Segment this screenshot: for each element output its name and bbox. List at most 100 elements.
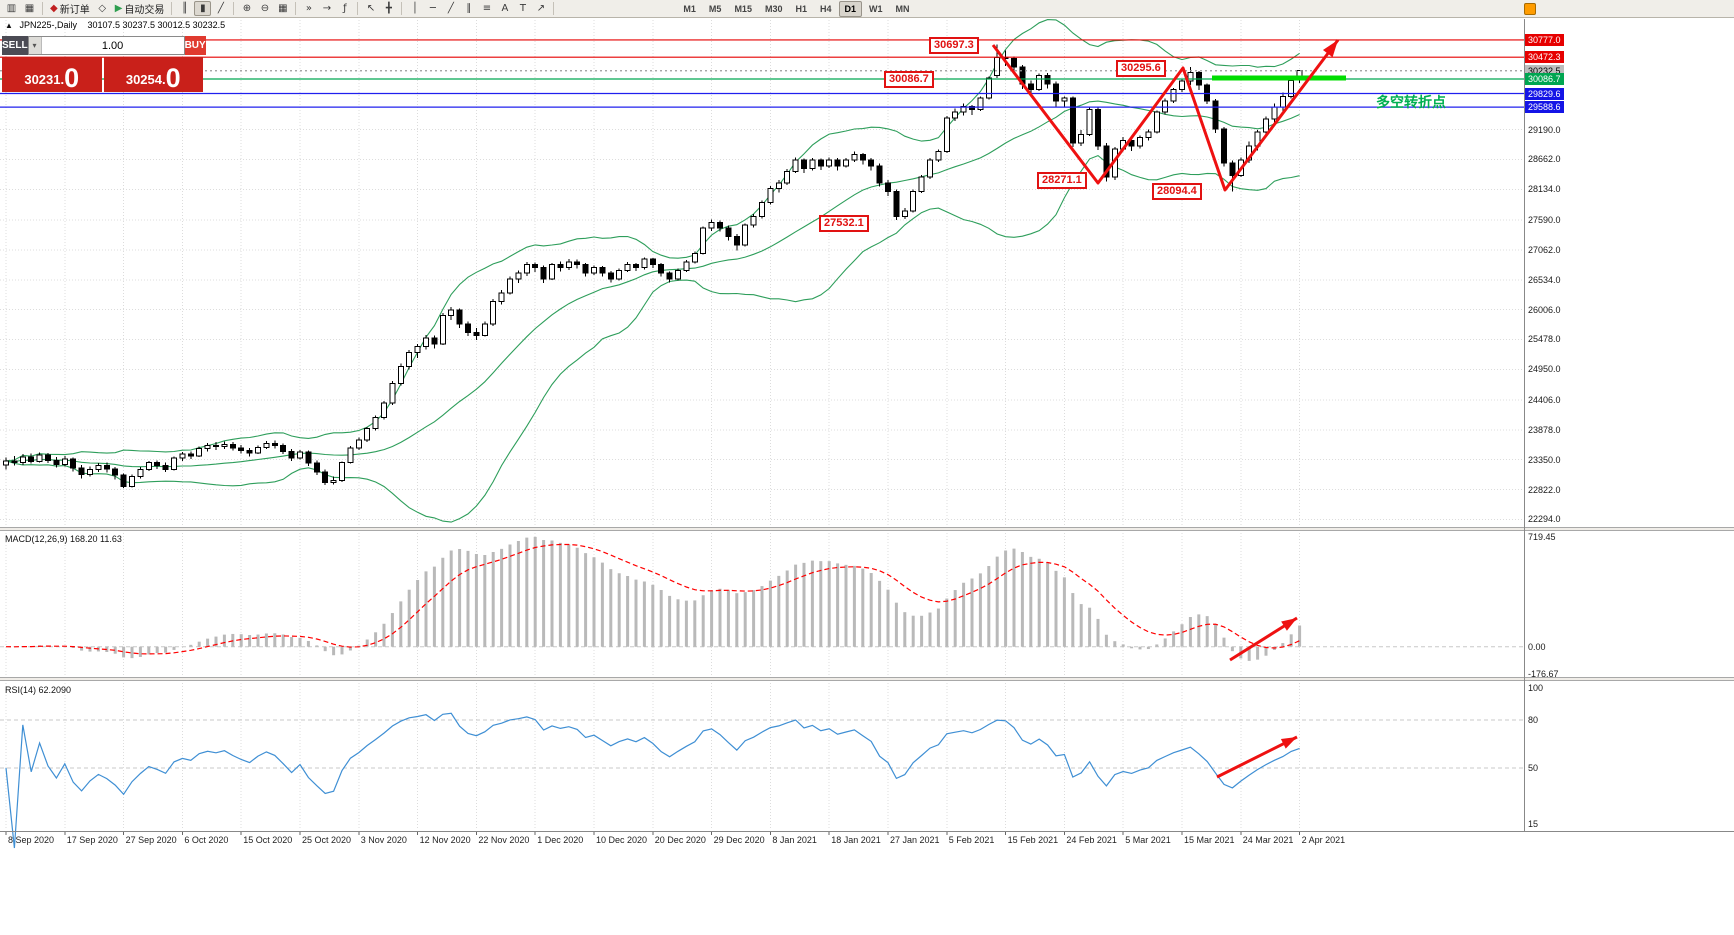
time-axis-label[interactable]: 24 Mar 2021 [1242,835,1294,845]
timeframe-mn-button[interactable]: MN [895,3,910,14]
timeframe-h1-button[interactable]: H1 [795,3,807,14]
buy-button[interactable]: BUY [184,36,206,55]
price-axis-badge[interactable]: 30472.3 [1525,51,1564,64]
price-axis-label[interactable]: 28134.0 [1528,184,1561,195]
time-axis-label[interactable]: 8 Jan 2021 [772,835,817,845]
cursor-button[interactable]: ↖ [362,1,379,16]
time-axis-label[interactable]: 27 Jan 2021 [890,835,940,845]
text-label-button[interactable]: T [514,1,531,16]
channel-button[interactable]: ∥ [460,1,477,16]
time-axis-label[interactable]: 17 Sep 2020 [66,835,118,845]
price-axis-label[interactable]: 25478.0 [1528,334,1561,345]
price-axis-label[interactable]: 29190.0 [1528,124,1561,135]
timeframe-m1-button[interactable]: M1 [683,3,696,14]
price-axis-label[interactable]: 22294.0 [1528,514,1561,525]
arrows-button[interactable]: ↗ [532,1,549,16]
new-order-button[interactable]: ◆ 新订单 [47,1,93,16]
zoom-out-button[interactable]: ⊖ [256,1,273,16]
fibonacci-button[interactable]: ≡ [478,1,495,16]
chart-shift-button[interactable]: → [318,1,335,16]
text-button[interactable]: A [496,1,513,16]
macd-axis-label[interactable]: 719.45 [1528,531,1556,542]
price-axis-badge[interactable]: 29588.6 [1525,101,1564,114]
vertical-line-button[interactable]: │ [406,1,423,16]
timeframe-m30-button[interactable]: M30 [764,3,783,14]
time-axis-label[interactable]: 20 Dec 2020 [654,835,706,845]
time-axis-label[interactable]: 29 Dec 2020 [713,835,765,845]
horizontal-line-button[interactable]: ─ [424,1,441,16]
trendline-button[interactable]: ╱ [442,1,459,16]
time-axis-label[interactable]: 8 Sep 2020 [8,835,55,845]
tile-windows-button[interactable]: ▦ [274,1,291,16]
trade-panel-toggle-icon[interactable]: ▲ [5,21,13,30]
new-chart-button[interactable]: ▥ [3,1,20,16]
price-annotation[interactable]: 30295.6 [1116,60,1166,77]
rsi-axis-label[interactable]: 80 [1528,715,1539,725]
price-axis-label[interactable]: 27590.0 [1528,215,1561,226]
macd-axis-label[interactable]: -176.67 [1528,668,1559,679]
price-axis-label[interactable]: 26534.0 [1528,274,1561,285]
timeframe-d1-button[interactable]: D1 [838,0,863,17]
rsi-axis-label[interactable]: 50 [1528,763,1539,773]
price-axis-label[interactable]: 24950.0 [1528,364,1561,375]
time-axis-label[interactable]: 15 Mar 2021 [1184,835,1235,845]
price-axis-label[interactable]: 28662.0 [1528,154,1561,165]
volume-input[interactable] [41,37,184,54]
price-axis-badge[interactable]: 29829.6 [1525,87,1564,100]
time-axis-label[interactable]: 10 Dec 2020 [596,835,648,845]
time-axis-label[interactable]: 15 Oct 2020 [243,835,293,845]
time-axis-label[interactable]: 15 Feb 2021 [1007,835,1059,845]
profiles-button[interactable]: ▦ [21,1,38,16]
time-axis-label[interactable]: 24 Feb 2021 [1066,835,1117,845]
price-axis-badge[interactable]: 30086.7 [1525,72,1564,85]
price-annotation[interactable]: 30697.3 [929,37,979,54]
price-axis-label[interactable]: 24406.0 [1528,395,1561,406]
sell-button[interactable]: SELL [2,36,28,55]
time-axis-label[interactable]: 25 Oct 2020 [302,835,352,845]
turning-point-label[interactable]: 多空转折点 [1376,94,1446,110]
price-axis-label[interactable]: 26006.0 [1528,304,1561,315]
price-axis-label[interactable]: 22822.0 [1528,484,1561,495]
rsi-axis-label[interactable]: 100 [1528,683,1544,693]
timeframe-h4-button[interactable]: H4 [819,3,832,14]
timeframe-w1-button[interactable]: W1 [869,3,883,14]
time-axis-label[interactable]: 12 Nov 2020 [419,835,471,845]
time-axis-label[interactable]: 27 Sep 2020 [125,835,177,845]
auto-scroll-button[interactable]: » [300,1,317,16]
indicators-button[interactable]: ƒ [336,1,353,16]
time-axis-label[interactable]: 18 Jan 2021 [831,835,881,845]
auto-trading-button[interactable]: ▶ 自动交易 [112,1,168,16]
price-annotation[interactable]: 28094.4 [1152,183,1202,200]
sell-price-display[interactable]: 30231. 0 [2,57,102,92]
time-axis-label[interactable]: 5 Feb 2021 [948,835,995,845]
timeframe-m15-button[interactable]: M15 [734,3,752,14]
time-axis-label[interactable]: 5 Mar 2021 [1125,835,1171,845]
price-annotation[interactable]: 28271.1 [1037,172,1087,189]
price-annotation[interactable]: 30086.7 [884,71,934,88]
price-axis-label[interactable]: 23878.0 [1528,424,1561,435]
time-axis-label[interactable]: 3 Nov 2020 [360,835,407,845]
crosshair-button[interactable]: ╋ [380,1,397,16]
chart-scroll-status-icon[interactable] [1524,3,1536,15]
time-axis-label[interactable]: 22 Nov 2020 [478,835,530,845]
line-chart-button[interactable]: ╱ [212,1,229,16]
macd-axis-label[interactable]: 0.00 [1528,641,1546,652]
price-axis-label[interactable]: 27062.0 [1528,244,1561,255]
price-axis-label[interactable]: 23350.0 [1528,454,1561,465]
price-axis-badge[interactable]: 30777.0 [1525,33,1564,46]
price-annotation[interactable]: 27532.1 [819,215,869,232]
volume-dropdown-icon[interactable]: ▾ [28,37,42,54]
time-axis-label[interactable]: 2 Apr 2021 [1301,835,1346,845]
timeframe-m5-button[interactable]: M5 [708,3,722,14]
bar-chart-button[interactable]: ║ [176,1,193,16]
candlestick-chart-button[interactable]: ▮ [194,1,212,16]
trend-drawings[interactable] [991,39,1346,779]
market-watch-button[interactable]: ◇ [94,1,111,16]
zigzag-trendline[interactable] [991,39,1340,192]
time-axis-label[interactable]: 6 Oct 2020 [184,835,229,845]
zoom-in-button[interactable]: ⊕ [238,1,255,16]
buy-price-display[interactable]: 30254. 0 [103,57,203,92]
time-axis-label[interactable]: 1 Dec 2020 [537,835,584,845]
rsi-axis-label[interactable]: 15 [1528,819,1539,829]
